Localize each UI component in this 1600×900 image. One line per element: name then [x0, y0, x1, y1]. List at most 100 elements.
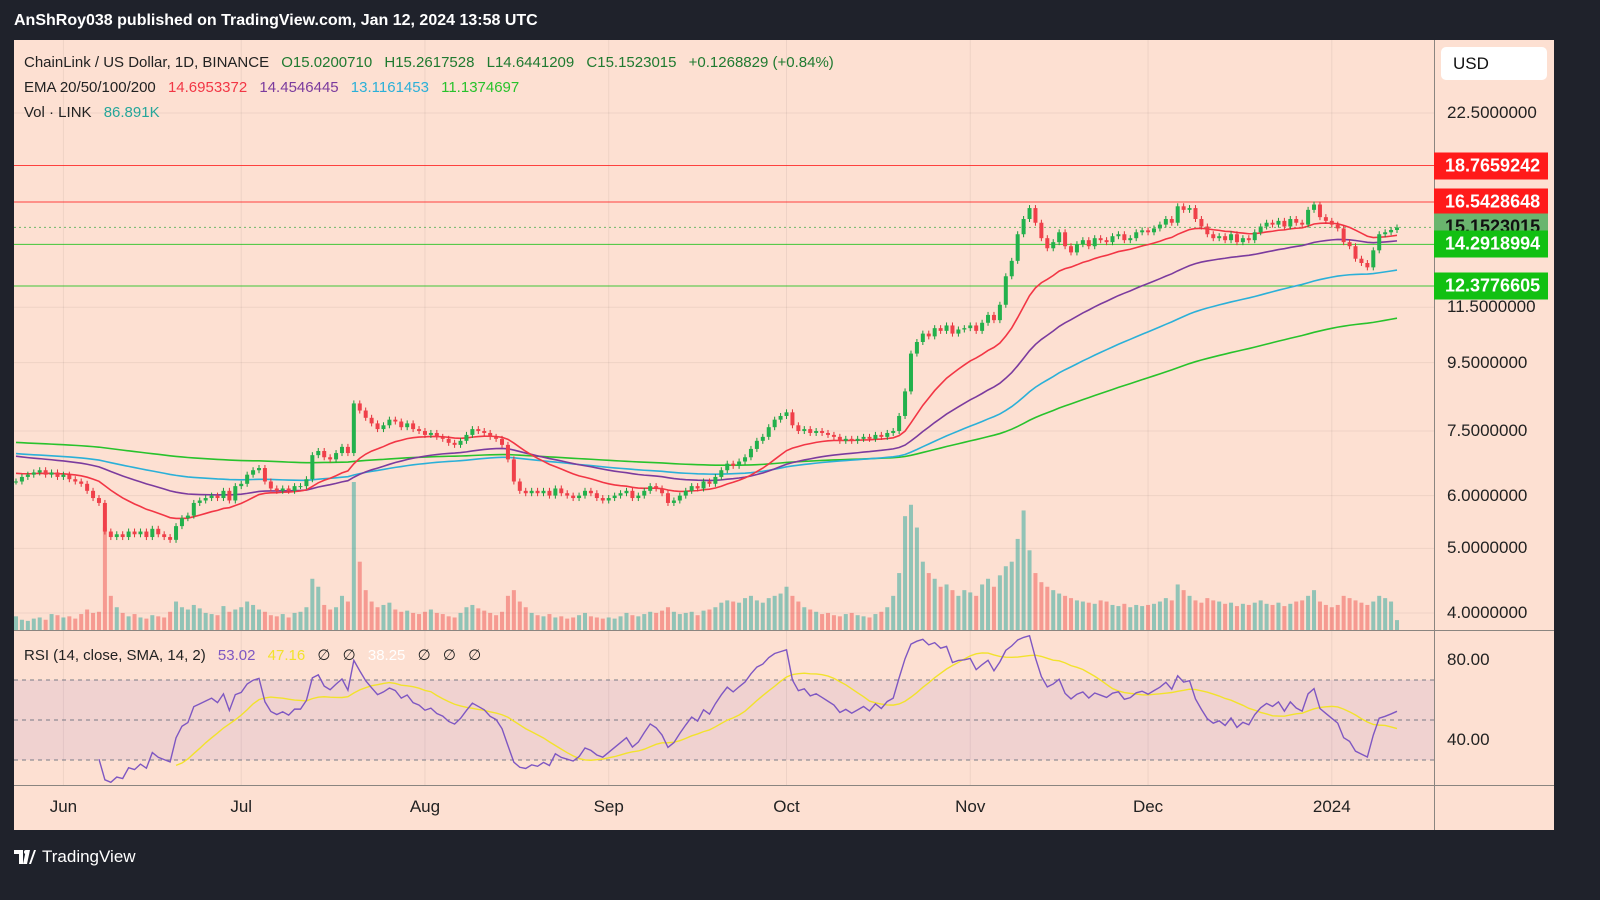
volume-bar — [654, 612, 659, 630]
candle — [114, 534, 119, 538]
candle — [968, 325, 973, 329]
candle — [393, 419, 398, 422]
candle — [405, 423, 410, 428]
candle — [1270, 222, 1275, 225]
candle — [1074, 244, 1079, 253]
candle — [808, 429, 813, 433]
footer-brand[interactable]: TradingView — [14, 847, 136, 867]
candle — [1229, 234, 1234, 241]
chart-panel[interactable] — [14, 40, 1554, 830]
volume-bar — [1223, 603, 1228, 630]
volume-bar — [1104, 601, 1109, 630]
candle — [156, 528, 161, 535]
candle — [1288, 218, 1293, 227]
candle — [1246, 238, 1251, 241]
price-axis-label: 4.0000000 — [1447, 603, 1528, 622]
candle — [470, 429, 475, 435]
volume-bar — [351, 482, 356, 630]
candle — [582, 490, 587, 496]
currency-selector[interactable]: USD — [1441, 47, 1547, 80]
volume-bar — [1365, 604, 1370, 630]
candle — [908, 353, 913, 392]
volume-bar — [1080, 601, 1085, 630]
candle — [612, 495, 617, 499]
volume-bar — [968, 592, 973, 630]
volume-bar — [559, 616, 564, 630]
candle — [1187, 208, 1192, 210]
volume-bar — [339, 595, 344, 630]
candle — [162, 534, 167, 538]
candle — [1151, 228, 1156, 233]
candle — [879, 434, 884, 437]
candle — [174, 526, 179, 540]
volume-bar — [179, 607, 184, 630]
volume-bar — [618, 616, 623, 630]
candle — [446, 438, 451, 443]
volume-bar — [488, 612, 493, 630]
candle — [1353, 246, 1358, 259]
volume-bar — [1229, 602, 1234, 630]
candle — [1383, 232, 1388, 235]
volume-bar — [274, 616, 279, 630]
volume-bar — [1395, 620, 1399, 630]
volume-bar — [577, 615, 582, 630]
candle — [25, 474, 30, 477]
volume-bar — [986, 578, 991, 630]
candle — [517, 481, 522, 491]
candle — [1021, 218, 1026, 235]
candle — [766, 427, 771, 437]
candle — [1205, 226, 1210, 235]
volume-bar — [1258, 600, 1263, 630]
candle — [618, 493, 623, 496]
candle — [861, 436, 866, 439]
volume-bar — [405, 610, 410, 630]
candle — [974, 325, 979, 331]
candle — [754, 440, 759, 449]
candle — [938, 328, 943, 331]
volume-bar — [600, 618, 605, 630]
ema200-value: 11.1374697 — [441, 79, 520, 96]
candle — [843, 438, 848, 441]
volume-bar — [14, 616, 18, 630]
candle — [760, 436, 765, 441]
volume-bar — [754, 600, 759, 630]
volume-bar — [814, 611, 819, 630]
candle — [464, 434, 469, 441]
volume-bar — [1051, 590, 1056, 630]
volume-bar — [796, 601, 801, 630]
candle — [849, 438, 854, 441]
candle — [523, 490, 528, 494]
ema100-value: 13.1161453 — [350, 79, 429, 96]
candle — [867, 436, 872, 439]
volume-bar — [1359, 602, 1364, 630]
candle — [636, 495, 641, 499]
candle — [1181, 206, 1186, 210]
volume-bar — [565, 618, 570, 630]
candle — [215, 495, 220, 499]
volume-bar — [1246, 604, 1251, 630]
candle — [381, 425, 386, 430]
candle — [179, 518, 184, 527]
candle — [1104, 240, 1109, 243]
candle — [363, 410, 368, 418]
candle — [274, 488, 279, 491]
volume-bar — [505, 595, 510, 630]
candle — [488, 432, 493, 437]
volume-bar — [1240, 603, 1245, 630]
volume-bar — [1122, 603, 1127, 630]
volume-bar — [701, 610, 706, 630]
candle — [748, 448, 753, 458]
candle — [351, 403, 356, 454]
candle — [102, 502, 107, 532]
candle — [1199, 218, 1204, 227]
candle — [1347, 242, 1352, 247]
candle — [731, 463, 736, 466]
candle — [304, 479, 309, 487]
volume-bar — [1383, 598, 1388, 630]
candle — [600, 498, 605, 501]
volume-bar — [766, 598, 771, 630]
volume-label: Vol · LINK — [24, 104, 92, 121]
candle — [1264, 222, 1269, 227]
candle — [701, 481, 706, 489]
